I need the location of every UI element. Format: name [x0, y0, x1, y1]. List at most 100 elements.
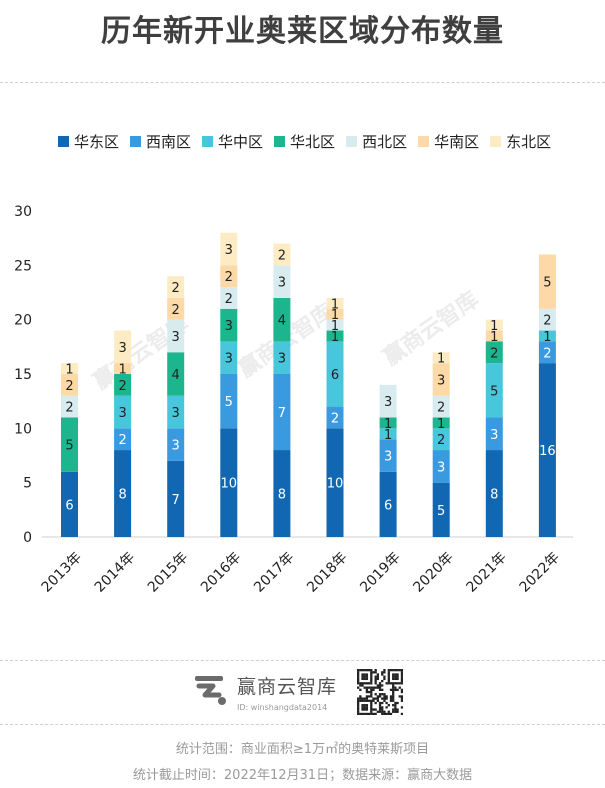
legend-label: 西北区 [362, 133, 408, 151]
bar-segment [432, 428, 450, 451]
data-label: 3 [384, 450, 392, 465]
data-label: 2 [490, 346, 498, 361]
legend-label: 东北区 [506, 133, 552, 151]
data-label: 10 [221, 477, 238, 492]
bar-segment [326, 308, 344, 320]
bar-segment [61, 417, 78, 472]
data-label: 10 [327, 477, 344, 492]
bar-segment [485, 363, 503, 418]
bar-segment [273, 341, 291, 374]
bar-segment [485, 450, 503, 537]
legend-swatch [202, 136, 214, 147]
legend-label: 华中区 [218, 133, 264, 151]
bar-segment [432, 482, 450, 537]
bar-segment [114, 330, 132, 364]
legend-label: 华北区 [290, 133, 336, 151]
data-label: 5 [543, 276, 551, 291]
data-label: 3 [118, 406, 126, 421]
bar-segment [167, 319, 185, 353]
data-label: 8 [118, 488, 126, 503]
x-tick-label: 2015年 [145, 549, 191, 595]
legend-label: 华南区 [434, 133, 480, 151]
bar-segment [220, 374, 238, 429]
legend-swatch [490, 136, 502, 147]
data-label: 2 [225, 292, 233, 307]
data-label: 8 [278, 488, 286, 503]
data-label: 1 [384, 428, 392, 443]
legend-item: 华中区 [202, 131, 263, 152]
bar-segment [273, 374, 291, 451]
data-label: 3 [225, 352, 233, 367]
x-tick-label: 2022年 [517, 549, 563, 595]
data-label: 2 [437, 401, 445, 416]
top-divider [0, 82, 605, 83]
data-label: 1 [437, 417, 445, 432]
data-label: 1 [543, 330, 551, 345]
bar-segment [114, 363, 132, 374]
x-tick-label: 2021年 [463, 549, 509, 595]
bar-segment [326, 319, 344, 331]
bar-segment [326, 330, 344, 342]
data-label: 2 [65, 401, 73, 416]
note-source: 统计截止时间：2022年12月31日；数据来源：赢商大数据 [132, 768, 473, 783]
data-label: 4 [172, 368, 180, 383]
brand-name: 赢商云智库 [237, 676, 338, 698]
watermark-text: 赢商云智库 [379, 287, 484, 371]
bar-segment [220, 287, 238, 309]
legend-swatch [274, 136, 286, 147]
data-label: 2 [172, 303, 180, 318]
data-label: 1 [490, 319, 498, 334]
data-label: 1 [331, 330, 339, 345]
legend-label: 西南区 [146, 133, 192, 151]
bar-segment [485, 319, 503, 331]
data-label: 1 [437, 352, 445, 367]
legend-item: 西北区 [346, 131, 407, 152]
x-tick-label: 2020年 [410, 549, 456, 595]
data-label: 2 [65, 379, 73, 394]
y-tick-label: 0 [23, 530, 32, 546]
bar-segment [379, 428, 397, 440]
data-label: 6 [331, 368, 339, 383]
bar-segment [432, 352, 450, 364]
bar-segment [167, 460, 185, 537]
data-label: 3 [172, 439, 180, 454]
footer-divider-bottom [0, 724, 605, 725]
data-label: 5 [490, 384, 498, 399]
y-tick-label: 5 [23, 476, 32, 492]
bar-segment [114, 428, 132, 451]
bar-segment [326, 341, 344, 407]
bar-segment [432, 363, 450, 396]
chart-legend: 华东区 西南区 华中区 华北区 西北区 华南区 东北区 [58, 131, 551, 152]
data-label: 2 [543, 314, 551, 329]
data-label: 1 [65, 363, 73, 378]
bar-segment [167, 276, 185, 298]
bar-segment [61, 471, 78, 537]
bar-segment [114, 450, 132, 537]
qr-code-icon [357, 669, 403, 715]
bar-segment [167, 297, 185, 320]
data-label: 3 [437, 460, 445, 475]
bar-segment [538, 254, 556, 309]
data-label: 6 [384, 498, 392, 513]
bar-segment [273, 243, 291, 266]
bar-segment [167, 352, 185, 396]
legend-swatch [58, 136, 69, 147]
bar-segment [485, 417, 503, 451]
bar-segment [485, 341, 503, 364]
bar-segment [220, 308, 238, 342]
bar-segment [220, 232, 238, 266]
bar-segment [538, 341, 556, 364]
data-label: 3 [384, 395, 392, 410]
brand-logo-icon [193, 672, 229, 708]
bar-segment [538, 330, 556, 342]
bar-segment [61, 395, 78, 418]
data-label: 3 [437, 373, 445, 388]
data-label: 1 [490, 330, 498, 345]
footer-divider-top [0, 660, 605, 661]
brand-id: ID: winshangdata2014 [237, 703, 328, 712]
bar-segment [114, 395, 132, 429]
legend-item: 华北区 [274, 131, 335, 152]
data-label: 5 [65, 439, 73, 454]
bar-segment [220, 428, 238, 537]
legend-label: 华东区 [74, 133, 120, 151]
